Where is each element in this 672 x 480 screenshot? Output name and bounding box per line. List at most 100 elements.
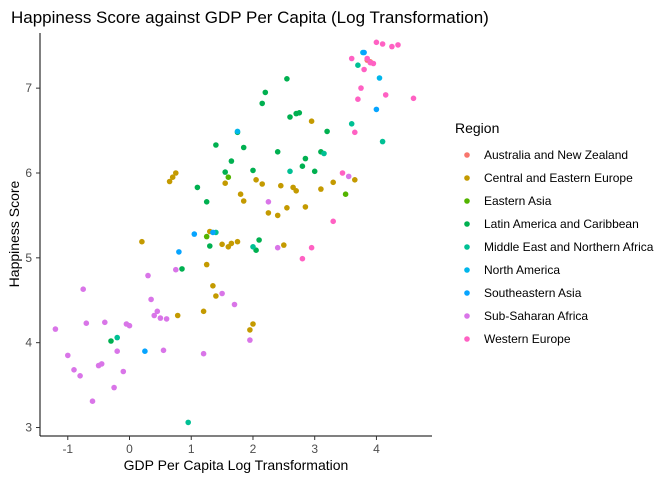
y-ticks: 3 4 5 6 7	[25, 81, 40, 435]
legend-label: Sub-Saharan Africa	[484, 309, 588, 323]
data-point	[174, 312, 181, 319]
data-point	[77, 373, 83, 379]
data-point	[126, 322, 133, 329]
data-point	[352, 129, 358, 136]
data-point	[250, 321, 256, 327]
data-point	[281, 242, 287, 248]
y-tick-label: 3	[25, 421, 32, 435]
data-point	[210, 283, 216, 289]
data-point	[274, 244, 281, 251]
data-point	[321, 150, 327, 157]
data-point	[225, 174, 232, 180]
data-point	[250, 167, 256, 174]
data-point	[302, 155, 309, 162]
data-point	[379, 138, 386, 145]
legend-key	[464, 152, 470, 158]
data-point	[259, 181, 266, 187]
data-point	[262, 89, 269, 96]
data-point	[102, 319, 108, 326]
data-point	[160, 347, 167, 354]
data-point	[265, 210, 272, 216]
data-point	[222, 180, 228, 186]
data-point	[71, 367, 77, 373]
data-point	[284, 205, 290, 211]
y-tick-label: 5	[25, 251, 32, 265]
data-point	[114, 334, 120, 341]
data-point	[111, 384, 117, 391]
data-point	[83, 320, 90, 327]
data-point	[114, 348, 120, 355]
data-point	[210, 229, 216, 236]
data-point	[120, 368, 127, 375]
data-point	[330, 218, 337, 225]
data-point	[173, 266, 179, 273]
data-point	[166, 178, 173, 185]
data-point	[318, 186, 324, 192]
x-tick-label: 4	[373, 442, 380, 456]
data-point	[274, 149, 281, 155]
data-point	[247, 327, 253, 333]
data-point	[274, 212, 281, 219]
data-point	[89, 398, 96, 405]
data-point	[250, 244, 256, 250]
legend-label: North America	[484, 263, 560, 277]
data-point	[348, 121, 355, 127]
data-point	[253, 177, 259, 183]
data-point	[278, 182, 284, 189]
data-point	[355, 62, 361, 68]
data-point	[342, 191, 349, 197]
data-point	[142, 348, 148, 355]
data-point	[379, 41, 386, 47]
legend-label: Australia and New Zealand	[484, 148, 628, 162]
legend-label: Western Europe	[484, 332, 571, 346]
legend-key	[464, 198, 470, 204]
legend-label: Southeastern Asia	[484, 286, 582, 300]
data-point	[376, 75, 383, 81]
data-point	[179, 266, 185, 272]
data-point	[247, 337, 253, 343]
axes: -1 0 1 2 3 4 3 4 5 6 7	[25, 33, 432, 456]
data-point	[299, 255, 306, 262]
legend-label: Latin America and Caribbean	[484, 217, 639, 231]
data-point	[361, 66, 367, 73]
legend-key	[464, 221, 470, 227]
legend-key	[464, 313, 470, 319]
data-point	[157, 315, 164, 321]
data-point	[410, 95, 417, 102]
data-point	[256, 237, 262, 243]
data-point	[154, 308, 161, 315]
data-point	[382, 92, 389, 98]
data-point	[237, 191, 244, 197]
legend-label: Middle East and Northern Africa	[484, 240, 654, 254]
data-point	[395, 42, 401, 48]
legend-items: Australia and New Zealand Central and Eas…	[464, 148, 654, 346]
data-point	[203, 199, 210, 205]
legend-key	[464, 267, 470, 273]
data-point	[324, 128, 330, 135]
data-point	[231, 301, 238, 308]
data-point	[228, 158, 235, 164]
data-point	[176, 249, 182, 255]
data-point	[173, 170, 179, 176]
data-point	[219, 290, 225, 297]
data-point	[185, 419, 191, 426]
data-point	[240, 144, 247, 151]
data-point	[308, 244, 315, 251]
data-point	[287, 114, 293, 120]
y-axis-title: Happiness Score	[6, 180, 22, 287]
data-point	[265, 199, 272, 205]
data-point	[148, 296, 154, 303]
data-point	[200, 350, 207, 357]
x-tick-label: 0	[126, 442, 133, 456]
x-ticks: -1 0 1 2 3 4	[62, 436, 380, 456]
legend-key	[464, 290, 470, 296]
data-point	[98, 361, 105, 367]
data-point	[296, 110, 303, 116]
x-tick-label: 1	[188, 442, 195, 456]
legend-label: Eastern Asia	[484, 194, 552, 208]
data-point	[151, 312, 157, 319]
points-layer	[52, 39, 417, 426]
data-point	[203, 261, 210, 268]
data-point	[219, 241, 225, 248]
